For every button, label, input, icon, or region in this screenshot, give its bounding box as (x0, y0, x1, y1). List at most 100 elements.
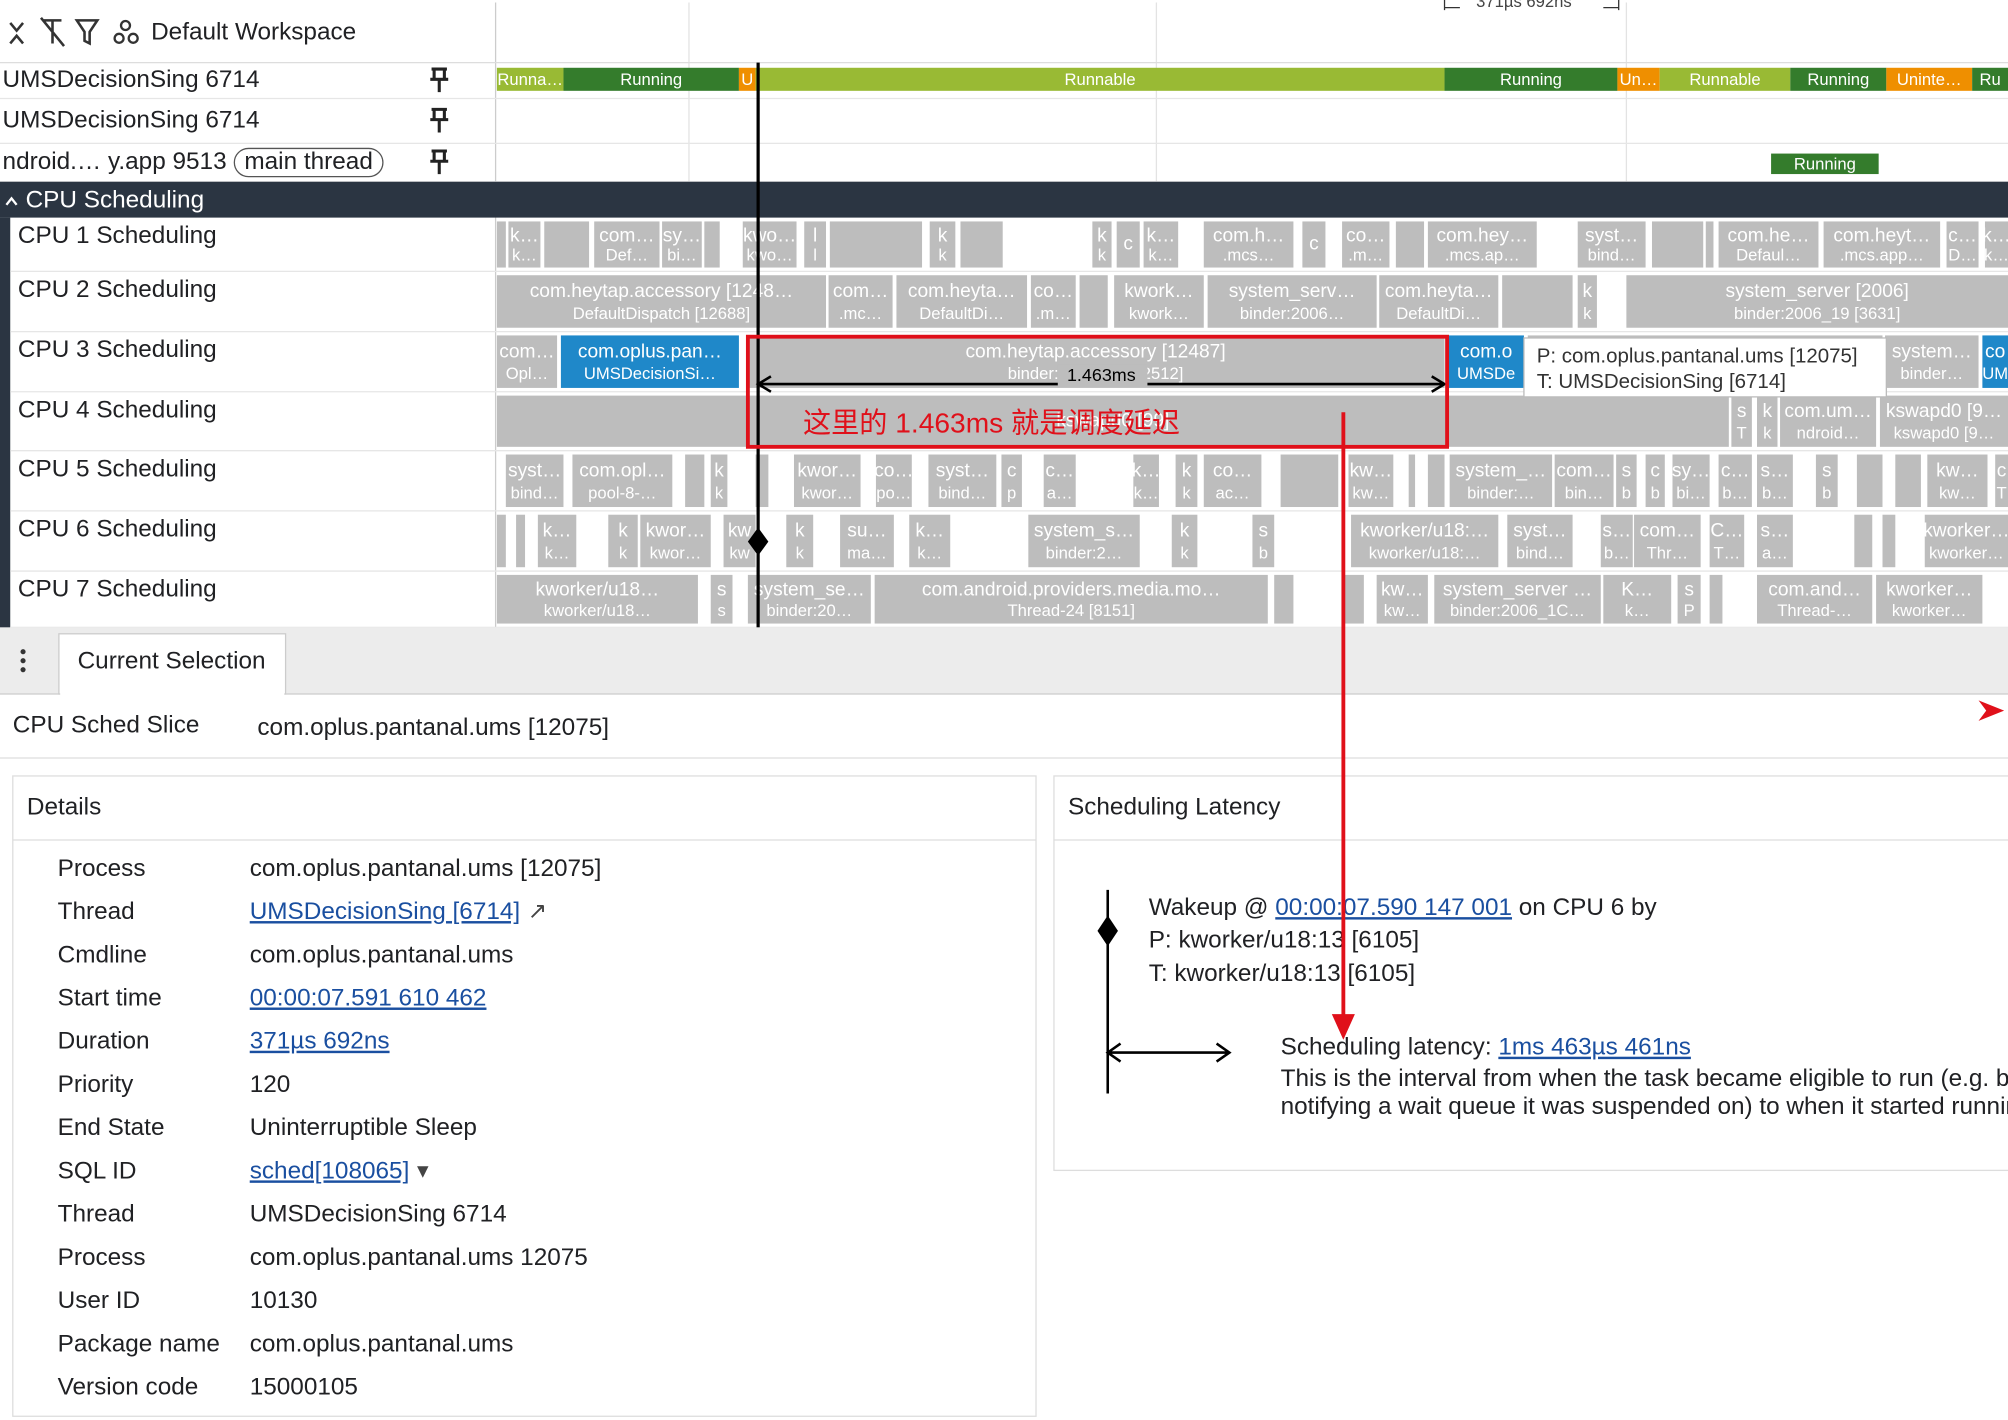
sched-slice[interactable] (1718, 221, 1819, 268)
sched-slice[interactable] (1116, 221, 1140, 268)
detail-link[interactable]: sched[108065] (250, 1157, 410, 1184)
sched-slice[interactable] (1302, 221, 1326, 268)
sched-slice[interactable] (1577, 221, 1646, 268)
sched-slice[interactable] (516, 514, 526, 568)
sched-slice[interactable] (1757, 454, 1793, 508)
sched-slice[interactable] (928, 454, 997, 508)
detail-link[interactable]: 371µs 692ns (250, 1028, 390, 1055)
sched-slice[interactable] (1030, 275, 1076, 328)
menu-dot[interactable] (20, 649, 26, 655)
sched-slice[interactable] (829, 221, 923, 268)
filter-icon[interactable] (74, 19, 100, 46)
sched-slice[interactable] (1001, 454, 1022, 508)
sched-slice[interactable] (1757, 514, 1793, 568)
tab[interactable] (58, 633, 287, 695)
sched-slice[interactable] (747, 574, 871, 624)
sched-slice[interactable] (1344, 574, 1364, 624)
sched-slice[interactable] (1677, 574, 1701, 624)
sched-slice[interactable] (1924, 514, 2008, 568)
selected-thread-slice[interactable] (1982, 335, 2008, 388)
sched-slice[interactable] (1946, 221, 1979, 268)
sched-slice[interactable] (1780, 395, 1877, 447)
sched-slice[interactable] (1879, 395, 2008, 447)
sched-slice[interactable] (875, 454, 912, 508)
sched-slice[interactable] (496, 514, 506, 568)
sched-slice[interactable] (1603, 574, 1672, 624)
sched-slice[interactable] (1709, 514, 1745, 568)
selected-thread-slice[interactable] (1448, 335, 1524, 388)
sched-slice[interactable] (496, 335, 558, 388)
sched-slice[interactable] (1815, 454, 1838, 508)
sched-slice[interactable] (1252, 514, 1275, 568)
sched-slice[interactable] (909, 514, 951, 568)
sched-slice[interactable] (1882, 514, 1896, 568)
sched-slice[interactable] (1876, 574, 1983, 624)
sched-slice[interactable] (1502, 275, 1573, 328)
sched-slice[interactable] (929, 221, 956, 268)
sched-slice[interactable] (1927, 454, 1988, 508)
link-icon[interactable]: ↗ (528, 898, 547, 924)
sched-slice[interactable] (804, 221, 826, 268)
sched-slice[interactable] (1133, 454, 1159, 508)
sched-slice[interactable] (874, 574, 1268, 624)
link-icon[interactable]: ▾ (417, 1157, 429, 1183)
sched-slice[interactable] (1554, 454, 1614, 508)
sched-slice[interactable] (496, 221, 506, 268)
sched-slice[interactable] (1600, 514, 1633, 568)
sched-slice[interactable] (685, 454, 705, 508)
wakeup-time[interactable]: 00:00:07.590 147 001 (1275, 895, 1512, 922)
sched-slice[interactable] (508, 221, 541, 268)
collapse-icon[interactable] (9, 22, 25, 45)
sched-slice[interactable] (896, 275, 1028, 328)
sched-slice[interactable] (793, 454, 861, 508)
pin-icon[interactable] (430, 149, 449, 175)
sched-slice[interactable] (496, 574, 698, 624)
sched-slice[interactable] (1616, 454, 1637, 508)
sched-slice[interactable] (1408, 454, 1416, 508)
sched-slice[interactable] (1651, 221, 1704, 268)
sched-slice[interactable] (1984, 221, 2008, 268)
sched-slice[interactable] (1203, 221, 1294, 268)
sched-slice[interactable] (1043, 454, 1076, 508)
sched-slice[interactable] (1114, 275, 1204, 328)
sched-slice[interactable] (640, 514, 711, 568)
sched-slice[interactable] (1757, 395, 1778, 447)
sched-slice[interactable] (1895, 454, 1921, 508)
sched-slice[interactable] (960, 221, 1003, 268)
sched-slice[interactable] (1434, 574, 1601, 624)
pin-icon[interactable] (430, 67, 449, 93)
sched-slice[interactable] (537, 514, 577, 568)
sched-slice[interactable] (1348, 454, 1394, 508)
sched-slice[interactable] (840, 514, 894, 568)
sched-slice[interactable] (1854, 514, 1873, 568)
sched-slice[interactable] (1718, 454, 1752, 508)
sched-slice[interactable] (496, 395, 1729, 447)
sched-slice[interactable] (1507, 514, 1573, 568)
sched-slice[interactable] (608, 514, 638, 568)
sched-slice[interactable] (1427, 454, 1445, 508)
sched-slice[interactable] (496, 275, 826, 328)
sched-slice[interactable] (1351, 514, 1499, 568)
sched-slice[interactable] (1634, 514, 1701, 568)
sched-slice[interactable] (1079, 275, 1108, 328)
unpin-icon[interactable] (39, 17, 66, 47)
sched-slice[interactable] (1092, 221, 1112, 268)
sched-slice[interactable] (710, 574, 733, 624)
sched-slice[interactable] (594, 221, 660, 268)
sched-slice[interactable] (505, 454, 564, 508)
sched-slice[interactable] (1705, 221, 1714, 268)
sched-slice[interactable] (544, 221, 590, 268)
sched-slice[interactable] (1645, 454, 1665, 508)
sched-slice[interactable] (742, 221, 797, 268)
sched-slice[interactable] (1885, 335, 1979, 388)
sched-slice[interactable] (1175, 454, 1198, 508)
sched-slice[interactable] (1171, 514, 1198, 568)
detail-link[interactable]: UMSDecisionSing [6714] (250, 898, 520, 925)
sched-slice[interactable] (1028, 514, 1140, 568)
sched-slice[interactable] (1449, 454, 1553, 508)
sched-slice[interactable] (1395, 221, 1425, 268)
sched-slice[interactable] (786, 514, 814, 568)
sched-slice[interactable] (1757, 574, 1873, 624)
selected-thread-slice[interactable] (560, 335, 739, 388)
sched-slice[interactable] (1709, 574, 1723, 624)
